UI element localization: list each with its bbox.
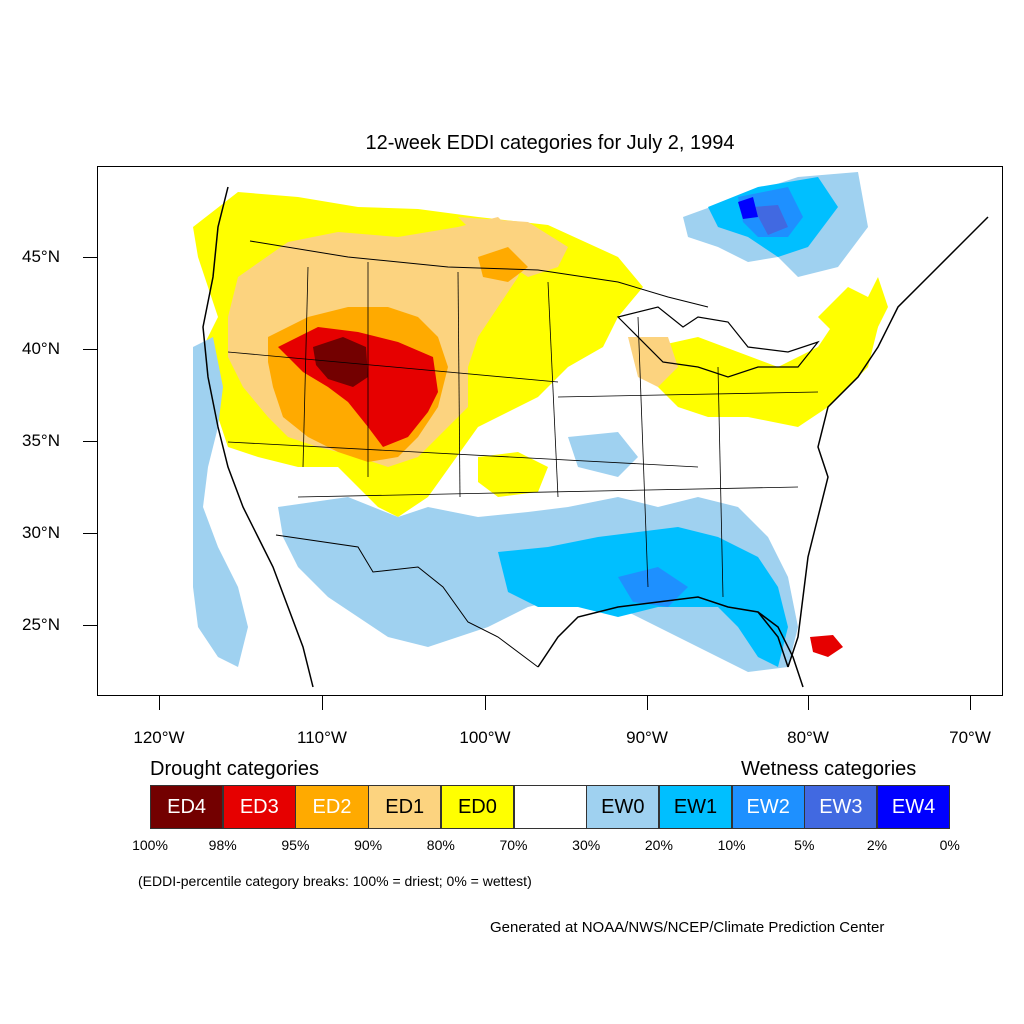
wetness-heading: Wetness categories	[741, 758, 917, 780]
ed2-region-north	[478, 247, 528, 282]
map-panel	[97, 166, 1003, 696]
lat-label: 30°N	[22, 523, 60, 542]
lat-tick	[83, 257, 97, 258]
boundary-lines	[202, 186, 989, 688]
percent-break-label: 30%	[572, 837, 601, 853]
lon-label: 100°W	[459, 728, 511, 747]
credit-line: Generated at NOAA/NWS/NCEP/Climate Predi…	[490, 919, 885, 936]
map-title: 12-week EDDI categories for July 2, 1994	[365, 132, 735, 154]
lat-tick	[83, 349, 97, 350]
lon-tick	[159, 696, 160, 710]
lon-tick	[322, 696, 323, 710]
lon-label: 70°W	[949, 728, 991, 747]
ew3-region	[753, 205, 788, 235]
percent-break-label: 5%	[794, 837, 815, 853]
lon-tick	[485, 696, 486, 710]
lon-tick	[808, 696, 809, 710]
state-line	[557, 391, 819, 398]
lat-tick	[83, 625, 97, 626]
percent-break-label: 90%	[354, 837, 383, 853]
east-coast	[787, 216, 989, 668]
lat-label: 25°N	[22, 615, 60, 634]
legend-swatch	[513, 785, 587, 829]
legend-swatch: ED3	[222, 785, 296, 829]
state-line	[547, 281, 559, 498]
gulf-coast	[537, 596, 789, 668]
legend-swatch: ED2	[295, 785, 369, 829]
category-legend: ED4 ED3 ED2 ED1 ED0 EW0 EW1 EW2 EW3 EW4	[150, 785, 951, 829]
lat-label: 40°N	[22, 339, 60, 358]
ew0-region-west	[193, 337, 248, 667]
lon-label: 90°W	[626, 728, 668, 747]
lon-label: 80°W	[787, 728, 829, 747]
legend-swatch: ED1	[368, 785, 442, 829]
ew2-region-south	[618, 567, 688, 607]
ed0-region-ne	[818, 277, 888, 337]
state-line	[297, 486, 799, 498]
percent-break-label: 2%	[866, 837, 888, 853]
state-line	[227, 351, 559, 383]
lat-label: 45°N	[22, 247, 60, 266]
legend-swatch: EW1	[658, 785, 733, 829]
percent-break-label: 98%	[208, 837, 237, 853]
lat-label: 35°N	[22, 431, 60, 450]
percent-break-label: 100%	[132, 837, 168, 853]
eddi-map	[193, 172, 989, 688]
west-coast	[202, 186, 314, 688]
ed3-spot-caribbean	[810, 635, 843, 657]
lon-tick	[647, 696, 648, 710]
ew4-region	[738, 197, 758, 219]
lat-tick	[83, 441, 97, 442]
percent-break-label: 20%	[644, 837, 673, 853]
ed0-region-southcentral	[478, 452, 548, 497]
state-line	[717, 366, 724, 598]
drought-heading: Drought categories	[150, 758, 319, 780]
percent-break-label: 10%	[717, 837, 746, 853]
percent-break-label: 80%	[426, 837, 455, 853]
ew0-region-midwest	[568, 432, 638, 477]
legend-swatch: EW4	[877, 785, 951, 829]
us-mexico-border	[275, 534, 539, 668]
percent-break-label: 70%	[499, 837, 528, 853]
percent-break-label: 95%	[281, 837, 310, 853]
lon-label: 110°W	[297, 728, 347, 747]
state-line	[227, 441, 699, 468]
category-fill-layer	[193, 172, 888, 672]
legend-swatch: EW0	[586, 785, 660, 829]
legend-swatch: EW2	[731, 785, 805, 829]
legend-swatch: ED0	[440, 785, 514, 829]
florida-outline	[757, 611, 804, 688]
category-note: (EDDI-percentile category breaks: 100% =…	[138, 873, 532, 889]
state-line	[457, 271, 461, 498]
ed1-region-north	[458, 217, 568, 277]
legend-swatch: ED4	[150, 785, 224, 829]
lon-label: 120°W	[133, 728, 185, 747]
state-line	[637, 316, 649, 588]
state-line	[302, 266, 309, 468]
great-lakes	[616, 306, 820, 378]
percent-break-label: 0%	[939, 837, 960, 853]
lon-tick	[970, 696, 971, 710]
lat-tick	[83, 533, 97, 534]
us-canada-border	[249, 240, 709, 308]
legend-swatch: EW3	[804, 785, 878, 829]
